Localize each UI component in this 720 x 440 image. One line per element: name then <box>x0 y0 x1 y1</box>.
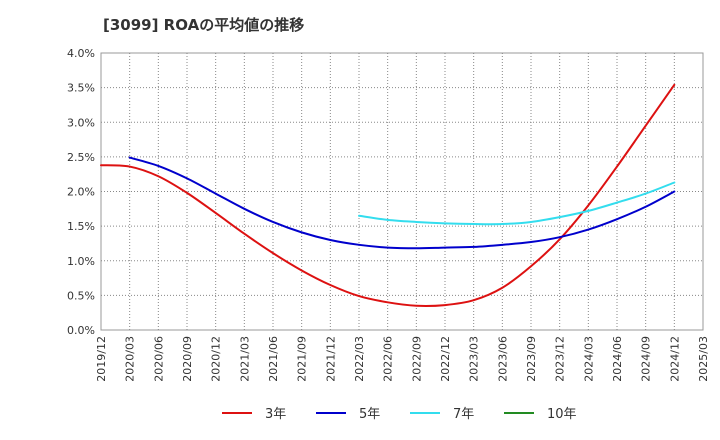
legend-label-4: 10年 <box>547 407 577 422</box>
legend-layer: 3年 5年 7年 10年 <box>222 407 577 422</box>
axis-layer: 0.0% 0.5% 1.0% 1.5% 2.0% 2.5% 3.0% 3.5% 4.0% 2019… <box>67 47 710 382</box>
grid-layer <box>100 52 704 331</box>
y-tick-label: 2.5% <box>67 151 95 164</box>
chart-title: [3099] ROAの平均値の推移 <box>103 16 305 34</box>
x-tick-label: 2021/12 <box>324 336 337 382</box>
x-tick-label: 2020/03 <box>124 336 137 382</box>
x-tick-label: 2019/12 <box>95 336 108 382</box>
x-tick-label: 2022/09 <box>410 336 423 382</box>
x-tick-label: 2024/09 <box>640 336 653 382</box>
y-tick-label: 4.0% <box>67 47 95 60</box>
x-tick-label: 2022/03 <box>353 336 366 382</box>
x-tick-label: 2023/06 <box>496 336 509 382</box>
x-tick-label: 2024/03 <box>582 336 595 382</box>
legend-label-3: 7年 <box>453 407 474 422</box>
y-tick-label: 3.5% <box>67 82 95 95</box>
y-tick-label: 3.0% <box>67 116 95 129</box>
x-tick-label: 2023/09 <box>525 336 538 382</box>
x-tick-label: 2023/12 <box>554 336 567 382</box>
x-tick-label: 2023/03 <box>468 336 481 382</box>
x-tick-label: 2024/06 <box>611 336 624 382</box>
series-line-1 <box>100 83 676 307</box>
x-tick-label: 2022/12 <box>439 336 452 382</box>
y-tick-label: 0.5% <box>67 289 95 302</box>
x-tick-label: 2025/03 <box>697 336 710 382</box>
legend-label-2: 5年 <box>359 407 380 422</box>
x-tick-label: 2022/06 <box>382 336 395 382</box>
series-layer <box>100 83 676 307</box>
series-line-3 <box>358 181 676 226</box>
x-tick-label: 2021/09 <box>296 336 309 382</box>
legend-label-1: 3年 <box>265 407 286 422</box>
x-tick-label: 2020/12 <box>210 336 223 382</box>
x-tick-label: 2024/12 <box>668 336 681 382</box>
x-tick-label: 2021/06 <box>267 336 280 382</box>
y-tick-label: 0.0% <box>67 324 95 337</box>
x-tick-label: 2020/09 <box>181 336 194 382</box>
x-tick-label: 2021/03 <box>238 336 251 382</box>
y-tick-label: 1.5% <box>67 220 95 233</box>
series-line-2 <box>128 156 676 250</box>
x-tick-label: 2020/06 <box>152 336 165 382</box>
y-tick-label: 1.0% <box>67 255 95 268</box>
y-tick-label: 2.0% <box>67 186 95 199</box>
